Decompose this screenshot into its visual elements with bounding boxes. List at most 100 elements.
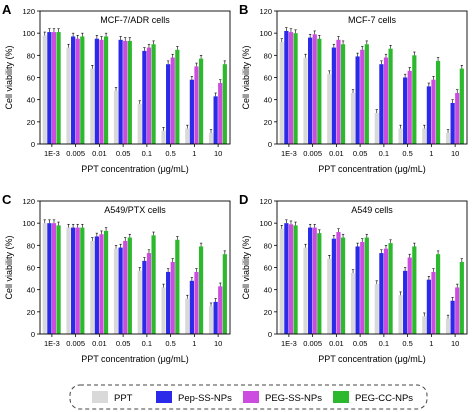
bar-pep-ss-nps xyxy=(94,236,99,334)
y-tick-label: 0 xyxy=(31,140,35,149)
bar-peg-ss-nps xyxy=(170,57,175,144)
y-tick-label: 60 xyxy=(264,74,272,83)
y-tick-label: 60 xyxy=(27,74,35,83)
panel-letter: C xyxy=(2,192,12,207)
x-tick-label: 1E-3 xyxy=(44,149,60,158)
x-tick-label: 0.05 xyxy=(353,149,368,158)
y-tick-label: 100 xyxy=(22,219,35,228)
bar-pep-ss-nps xyxy=(94,38,99,144)
bar-peg-cc-nps xyxy=(317,38,322,144)
legend-swatch-ppt xyxy=(92,391,108,403)
bar-peg-cc-nps xyxy=(435,254,441,334)
bar-pep-ss-nps xyxy=(355,246,360,334)
bar-pep-ss-nps xyxy=(426,86,431,144)
legend-swatch-peg-ss-nps xyxy=(243,391,259,403)
x-tick-label: 1E-3 xyxy=(281,149,297,158)
bar-ppt xyxy=(161,130,166,144)
bar-peg-cc-nps xyxy=(340,44,346,144)
bar-peg-ss-nps xyxy=(75,227,80,334)
bar-ppt xyxy=(398,128,403,144)
bar-peg-ss-nps xyxy=(288,32,294,145)
bar-ppt xyxy=(374,284,379,335)
bar-peg-cc-nps xyxy=(103,230,109,334)
bar-ppt xyxy=(398,295,403,334)
y-tick-label: 20 xyxy=(264,308,272,317)
bar-peg-cc-nps xyxy=(151,235,156,334)
bar-peg-cc-nps xyxy=(412,55,417,144)
x-tick-label: 0.01 xyxy=(329,339,344,348)
bar-pep-ss-nps xyxy=(426,279,431,334)
bar-pep-ss-nps xyxy=(331,238,336,334)
y-tick-label: 40 xyxy=(264,96,272,105)
bar-peg-ss-nps xyxy=(218,83,223,144)
bar-ppt xyxy=(113,90,119,144)
bar-peg-cc-nps xyxy=(56,32,61,145)
bar-pep-ss-nps xyxy=(450,102,455,144)
bar-ppt xyxy=(66,47,71,144)
x-tick-label: 1 xyxy=(192,149,196,158)
bar-ppt xyxy=(279,228,284,334)
plot-frame xyxy=(276,200,468,335)
bar-pep-ss-nps xyxy=(142,50,147,144)
bar-ppt xyxy=(208,132,214,144)
bar-pep-ss-nps xyxy=(308,37,313,144)
bar-peg-cc-nps xyxy=(127,237,132,334)
bar-peg-cc-nps xyxy=(127,40,132,144)
bar-ppt xyxy=(327,74,332,144)
bar-peg-ss-nps xyxy=(51,32,57,145)
chart-title: A549/PTX cells xyxy=(104,205,166,215)
y-tick-label: 40 xyxy=(27,286,35,295)
bar-peg-ss-nps xyxy=(431,271,436,334)
y-tick-label: 100 xyxy=(259,29,272,38)
legend-swatch-pep-ss-nps xyxy=(156,391,172,403)
bar-pep-ss-nps xyxy=(403,77,408,144)
legend-item: PEG-SS-NPs xyxy=(243,391,322,404)
legend-item: PEG-CC-NPs xyxy=(333,391,413,404)
legend: PPT Pep-SS-NPs PEG-SS-NPs PEG-CC-NPs xyxy=(69,384,428,410)
bar-peg-ss-nps xyxy=(218,286,223,334)
bar-ppt xyxy=(422,128,427,144)
bar-peg-ss-nps xyxy=(99,39,104,144)
bar-ppt xyxy=(42,223,47,334)
bar-peg-ss-nps xyxy=(336,39,341,144)
x-tick-label: 0.05 xyxy=(116,339,131,348)
bar-ppt xyxy=(185,298,190,334)
bar-peg-cc-nps xyxy=(198,246,204,334)
bar-peg-ss-nps xyxy=(312,227,317,334)
bar-ppt xyxy=(279,42,284,144)
y-tick-label: 40 xyxy=(27,96,35,105)
legend-label-ppt: PPT xyxy=(114,393,133,404)
y-tick-label: 120 xyxy=(22,197,35,206)
y-tick-label: 0 xyxy=(268,330,272,339)
x-tick-label: 0.1 xyxy=(379,149,389,158)
bar-ppt xyxy=(303,57,308,144)
bar-peg-ss-nps xyxy=(407,257,412,334)
bar-pep-ss-nps xyxy=(379,64,384,144)
y-tick-label: 20 xyxy=(264,118,272,127)
x-tick-label: 0.005 xyxy=(66,149,85,158)
y-tick-label: 80 xyxy=(264,51,272,60)
plot-frame xyxy=(276,10,468,145)
bar-peg-cc-nps xyxy=(364,44,369,144)
bar-pep-ss-nps xyxy=(71,36,76,144)
x-tick-label: 10 xyxy=(451,149,459,158)
bar-pep-ss-nps xyxy=(47,223,52,334)
x-tick-label: 0.5 xyxy=(402,339,412,348)
x-tick-label: 0.1 xyxy=(142,339,152,348)
panel-letter: A xyxy=(2,2,12,17)
bar-pep-ss-nps xyxy=(166,64,171,144)
bar-peg-cc-nps xyxy=(56,225,61,334)
bar-pep-ss-nps xyxy=(355,56,360,144)
bar-peg-cc-nps xyxy=(459,261,464,334)
bar-peg-ss-nps xyxy=(383,248,389,334)
x-tick-label: 0.5 xyxy=(165,339,175,348)
bar-pep-ss-nps xyxy=(189,280,194,334)
x-tick-label: 0.005 xyxy=(303,339,322,348)
y-tick-label: 100 xyxy=(22,29,35,38)
bar-peg-cc-nps xyxy=(198,58,204,144)
x-tick-label: 0.005 xyxy=(303,149,322,158)
bar-ppt xyxy=(208,306,214,334)
bar-ppt xyxy=(350,93,356,144)
bar-pep-ss-nps xyxy=(142,260,147,334)
